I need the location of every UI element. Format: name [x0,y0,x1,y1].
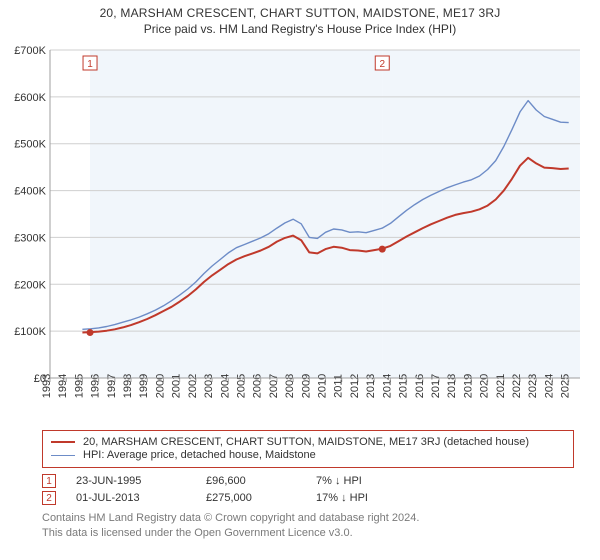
svg-text:2008: 2008 [284,374,296,398]
svg-text:2013: 2013 [365,374,377,398]
chart-svg: £0£100K£200K£300K£400K£500K£600K£700K199… [8,42,592,424]
legend-swatch-hpi [51,455,75,456]
legend-label-property: 20, MARSHAM CRESCENT, CHART SUTTON, MAID… [83,436,529,448]
svg-text:2017: 2017 [430,374,442,398]
svg-text:2022: 2022 [511,374,523,398]
svg-text:£200K: £200K [14,279,46,291]
svg-text:2019: 2019 [462,374,474,398]
chart-titles: 20, MARSHAM CRESCENT, CHART SUTTON, MAID… [0,0,600,38]
svg-text:2009: 2009 [300,374,312,398]
svg-text:1: 1 [87,59,93,70]
svg-text:1998: 1998 [122,374,134,398]
svg-text:£600K: £600K [14,92,46,104]
svg-text:2010: 2010 [317,374,329,398]
svg-text:2007: 2007 [268,374,280,398]
sales-table: 1 23-JUN-1995 £96,600 7% ↓ HPI 2 01-JUL-… [42,474,574,505]
svg-text:2003: 2003 [203,374,215,398]
svg-text:1999: 1999 [138,374,150,398]
svg-text:2012: 2012 [349,374,361,398]
svg-text:2000: 2000 [154,374,166,398]
svg-text:2025: 2025 [560,374,572,398]
svg-text:2021: 2021 [495,374,507,398]
svg-text:£400K: £400K [14,186,46,198]
svg-text:2018: 2018 [446,374,458,398]
price-chart: £0£100K£200K£300K£400K£500K£600K£700K199… [8,42,592,424]
legend-item-property: 20, MARSHAM CRESCENT, CHART SUTTON, MAID… [51,436,565,448]
svg-text:2014: 2014 [381,374,393,398]
svg-text:1995: 1995 [73,374,85,398]
svg-text:1997: 1997 [106,374,118,398]
legend: 20, MARSHAM CRESCENT, CHART SUTTON, MAID… [42,430,574,468]
svg-text:2002: 2002 [187,374,199,398]
sale-date-2: 01-JUL-2013 [76,492,206,504]
svg-text:2006: 2006 [252,374,264,398]
svg-text:2024: 2024 [543,374,555,398]
svg-text:2005: 2005 [235,374,247,398]
title-line-2: Price paid vs. HM Land Registry's House … [8,22,592,36]
svg-text:2: 2 [379,59,385,70]
svg-text:1993: 1993 [41,374,53,398]
attribution-line-1: Contains HM Land Registry data © Crown c… [42,511,574,526]
sale-price-2: £275,000 [206,492,316,504]
sale-row-1: 1 23-JUN-1995 £96,600 7% ↓ HPI [42,474,574,488]
svg-text:£100K: £100K [14,326,46,338]
sale-row-2: 2 01-JUL-2013 £275,000 17% ↓ HPI [42,491,574,505]
attribution: Contains HM Land Registry data © Crown c… [42,511,574,541]
svg-text:2004: 2004 [219,374,231,398]
svg-text:2015: 2015 [398,374,410,398]
svg-text:2001: 2001 [171,374,183,398]
sale-hpi-2: 17% ↓ HPI [316,492,368,504]
legend-swatch-property [51,441,75,443]
svg-text:2016: 2016 [414,374,426,398]
svg-text:2020: 2020 [479,374,491,398]
sale-date-1: 23-JUN-1995 [76,475,206,487]
svg-text:£300K: £300K [14,232,46,244]
legend-item-hpi: HPI: Average price, detached house, Maid… [51,449,565,461]
sale-marker-2: 2 [42,491,56,505]
sale-marker-1: 1 [42,474,56,488]
svg-text:1996: 1996 [90,374,102,398]
legend-label-hpi: HPI: Average price, detached house, Maid… [83,449,316,461]
sale-price-1: £96,600 [206,475,316,487]
svg-text:2023: 2023 [527,374,539,398]
sale-hpi-1: 7% ↓ HPI [316,475,362,487]
svg-text:£500K: £500K [14,139,46,151]
title-line-1: 20, MARSHAM CRESCENT, CHART SUTTON, MAID… [8,6,592,20]
svg-text:1994: 1994 [57,374,69,398]
attribution-line-2: This data is licensed under the Open Gov… [42,526,574,541]
svg-text:£700K: £700K [14,45,46,57]
